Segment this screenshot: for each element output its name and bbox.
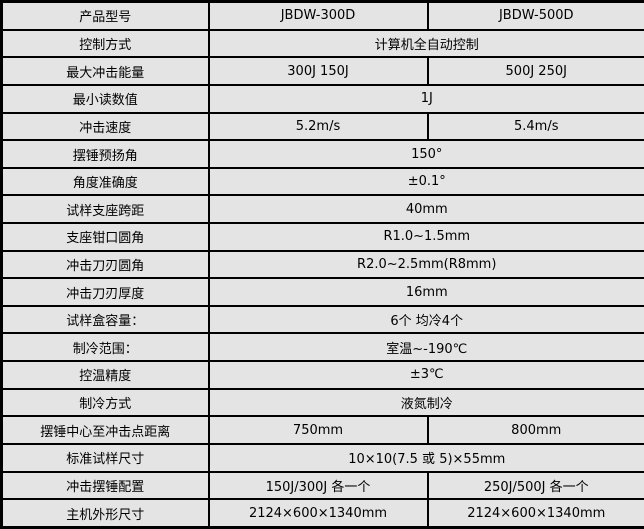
row-label: 冲击摆锤配置: [0, 470, 210, 501]
row-value-model-b: 5.4m/s: [426, 111, 644, 142]
table-row-cooling-range: 制冷范围： 室温~-190℃: [0, 332, 644, 363]
table-row-support-span: 试样支座跨距 40mm: [0, 194, 644, 225]
row-label: 控温精度: [0, 360, 210, 390]
row-label: 最小读数值: [0, 83, 210, 114]
row-value: R2.0~2.5mm(R8mm): [207, 249, 644, 280]
table-row-machine-dimensions: 主机外形尺寸 2124×600×1340mm 2124×600×1340mm: [0, 498, 644, 529]
table-row-standard-sample-size: 标准试样尺寸 10×10(7.5 或 5)×55mm: [0, 442, 644, 473]
table-row-control-mode: 控制方式 计算机全自动控制: [0, 28, 644, 59]
table-row-blade-thickness: 冲击刀刃厚度 16mm: [0, 277, 644, 307]
row-value-model-b: JBDW-500D: [426, 0, 644, 31]
table-row-product-model: 产品型号 JBDW-300D JBDW-500D: [0, 0, 644, 31]
row-value-model-a: 5.2m/s: [207, 111, 429, 142]
row-label: 冲击刀刃厚度: [0, 277, 210, 307]
row-value: 6个 均冷4个: [207, 304, 644, 335]
row-value-model-b: 500J 250J: [426, 56, 644, 86]
table-row-pendulum-pre-raise-angle: 摆锤预扬角 150°: [0, 139, 644, 169]
row-label: 试样支座跨距: [0, 194, 210, 225]
row-label: 冲击刀刃圆角: [0, 249, 210, 280]
row-label: 角度准确度: [0, 166, 210, 197]
row-label: 摆锤预扬角: [0, 139, 210, 169]
row-label: 试样盒容量：: [0, 304, 210, 335]
row-label: 主机外形尺寸: [0, 498, 210, 529]
row-label: 摆锤中心至冲击点距离: [0, 415, 210, 445]
row-label: 冲击速度: [0, 111, 210, 142]
row-value-model-a: 300J 150J: [207, 56, 429, 86]
row-value: 1J: [207, 83, 644, 114]
row-value-model-b: 800mm: [426, 415, 644, 445]
row-value-model-a: 2124×600×1340mm: [207, 498, 429, 529]
row-value: 液氮制冷: [207, 387, 644, 418]
table-row-angle-accuracy: 角度准确度 ±0.1°: [0, 166, 644, 197]
table-row-impact-speed: 冲击速度 5.2m/s 5.4m/s: [0, 111, 644, 142]
table-row-cooling-method: 制冷方式 液氮制冷: [0, 387, 644, 418]
table-row-min-reading: 最小读数值 1J: [0, 83, 644, 114]
table-row-pendulum-config: 冲击摆锤配置 150J/300J 各一个 250J/500J 各一个: [0, 470, 644, 501]
table-row-pendulum-center-distance: 摆锤中心至冲击点距离 750mm 800mm: [0, 415, 644, 445]
row-value-model-a: 750mm: [207, 415, 429, 445]
table-row-max-impact-energy: 最大冲击能量 300J 150J 500J 250J: [0, 56, 644, 86]
row-value: ±0.1°: [207, 166, 644, 197]
table-row-sample-box-capacity: 试样盒容量： 6个 均冷4个: [0, 304, 644, 335]
table-row-temp-control-accuracy: 控温精度 ±3℃: [0, 360, 644, 390]
row-value: 16mm: [207, 277, 644, 307]
row-label: 最大冲击能量: [0, 56, 210, 86]
row-value-model-a: JBDW-300D: [207, 0, 429, 31]
row-value-model-a: 150J/300J 各一个: [207, 470, 429, 501]
row-label: 产品型号: [0, 0, 210, 31]
table-row-blade-fillet: 冲击刀刃圆角 R2.0~2.5mm(R8mm): [0, 249, 644, 280]
row-label: 控制方式: [0, 28, 210, 59]
table-row-support-jaw-fillet: 支座钳口圆角 R1.0~1.5mm: [0, 222, 644, 252]
row-value: R1.0~1.5mm: [207, 222, 644, 252]
row-label: 标准试样尺寸: [0, 442, 210, 473]
row-value: 室温~-190℃: [207, 332, 644, 363]
row-label: 制冷方式: [0, 387, 210, 418]
row-label: 制冷范围：: [0, 332, 210, 363]
row-label: 支座钳口圆角: [0, 222, 210, 252]
row-value-model-b: 2124×600×1340mm: [426, 498, 644, 529]
row-value: 40mm: [207, 194, 644, 225]
row-value: ±3℃: [207, 360, 644, 390]
row-value: 10×10(7.5 或 5)×55mm: [207, 442, 644, 473]
row-value: 计算机全自动控制: [207, 28, 644, 59]
row-value: 150°: [207, 139, 644, 169]
row-value-model-b: 250J/500J 各一个: [426, 470, 644, 501]
